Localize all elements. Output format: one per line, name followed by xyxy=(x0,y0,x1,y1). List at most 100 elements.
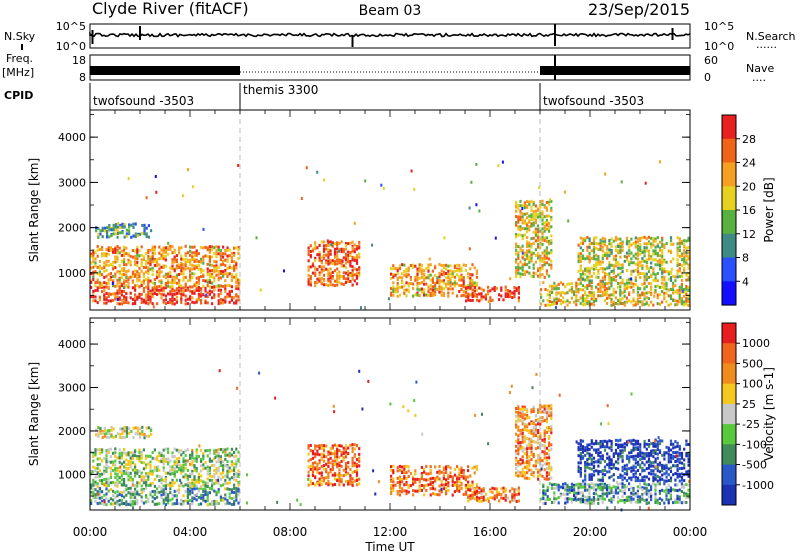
heatmap-cell xyxy=(403,476,406,480)
heatmap-cell xyxy=(515,209,518,213)
heatmap-cell xyxy=(586,302,589,306)
heatmap-cell xyxy=(116,235,119,239)
heatmap-cell xyxy=(333,477,337,481)
heatmap-cell xyxy=(621,465,624,469)
heatmap-cell xyxy=(625,440,629,444)
heatmap-cell xyxy=(120,498,123,502)
heatmap-cell xyxy=(182,494,185,498)
heatmap-cell xyxy=(309,444,312,447)
heatmap-cell xyxy=(643,291,646,295)
heatmap-cell xyxy=(537,242,540,246)
heatmap-cell xyxy=(517,425,520,429)
heatmap-cell xyxy=(685,239,688,243)
heatmap-cell xyxy=(193,497,196,501)
heatmap-cell xyxy=(610,276,613,280)
heatmap-cell xyxy=(541,235,544,239)
heatmap-cell xyxy=(519,462,522,466)
heatmap-cell xyxy=(577,269,580,273)
heatmap-cell xyxy=(548,300,551,303)
heatmap-cell xyxy=(654,495,657,499)
heatmap-cell xyxy=(500,496,503,500)
heatmap-cell xyxy=(562,282,565,286)
heatmap-cell xyxy=(584,453,587,457)
heatmap-cell xyxy=(603,282,606,286)
heatmap-cell xyxy=(416,267,419,271)
heatmap-cell xyxy=(142,489,145,493)
heatmap-cell xyxy=(193,459,196,463)
heatmap-cell xyxy=(577,252,580,256)
heatmap-cell xyxy=(215,471,218,475)
heatmap-cell xyxy=(623,303,626,307)
heatmap-cell xyxy=(579,278,582,282)
heatmap-cell xyxy=(105,254,108,258)
heatmap-cell xyxy=(105,487,108,491)
heatmap-cell xyxy=(427,478,430,482)
heatmap-cell xyxy=(349,241,352,245)
heatmap-cell xyxy=(195,498,198,502)
heatmap-cell xyxy=(336,444,339,448)
heatmap-cell xyxy=(617,260,620,264)
heatmap-cell xyxy=(96,485,99,489)
heatmap-cell xyxy=(96,457,99,461)
heatmap-cell xyxy=(608,275,611,279)
heatmap-cell xyxy=(117,229,120,233)
heatmap-cell xyxy=(160,254,163,257)
heatmap-cell xyxy=(562,300,565,304)
heatmap-cell xyxy=(661,242,664,246)
heatmap-cell xyxy=(191,272,194,276)
heatmap-cell xyxy=(228,470,231,474)
heatmap-cell xyxy=(680,485,683,489)
heatmap-cell xyxy=(105,298,108,302)
heatmap-cell xyxy=(519,429,522,433)
heatmap-cell xyxy=(178,484,181,488)
heatmap-cell xyxy=(489,296,492,300)
heatmap-cell xyxy=(523,428,526,432)
heatmap-cell xyxy=(545,227,548,231)
heatmap-cell xyxy=(577,489,580,493)
heatmap-cell xyxy=(608,439,611,443)
heatmap-cell xyxy=(467,475,470,479)
heatmap-cell xyxy=(195,457,198,461)
heatmap-cell xyxy=(204,484,207,487)
heatmap-cell xyxy=(158,454,161,458)
heatmap-cell xyxy=(636,500,639,504)
heatmap-cell xyxy=(193,284,196,288)
heatmap-cell xyxy=(237,483,240,487)
heatmap-cell xyxy=(173,302,176,306)
heatmap-cell xyxy=(641,264,644,268)
heatmap-cell xyxy=(464,483,467,487)
heatmap-cell xyxy=(169,292,172,296)
heatmap-cell xyxy=(674,279,677,283)
heatmap-cell xyxy=(534,227,537,231)
heatmap-cell xyxy=(521,234,524,238)
heatmap-cell xyxy=(652,482,655,486)
heatmap-cell xyxy=(338,474,341,478)
heatmap-cell xyxy=(606,245,609,248)
heatmap-cell xyxy=(105,274,108,278)
heatmap-cell xyxy=(614,258,618,262)
heatmap-cell xyxy=(420,472,423,475)
heatmap-cell xyxy=(619,482,622,486)
heatmap-cell xyxy=(517,441,520,445)
heatmap-cell xyxy=(169,484,172,488)
heatmap-cell xyxy=(625,278,629,282)
heatmap-cell xyxy=(608,261,611,265)
heatmap-cell xyxy=(314,267,317,271)
heatmap-cell xyxy=(349,474,352,478)
heatmap-cell xyxy=(222,255,225,259)
heatmap-cell xyxy=(478,292,481,296)
heatmap-cell xyxy=(523,258,526,262)
heatmap-cell xyxy=(390,474,393,478)
heatmap-cell xyxy=(125,276,128,280)
heatmap-cell xyxy=(523,476,526,480)
heatmap-cell xyxy=(320,259,323,263)
heatmap-cell xyxy=(184,264,187,268)
heatmap-cell xyxy=(672,291,675,295)
heatmap-cell xyxy=(109,246,112,250)
heatmap-cell xyxy=(592,501,595,505)
heatmap-cell xyxy=(105,458,108,461)
heatmap-cell xyxy=(619,438,622,442)
heatmap-cell xyxy=(515,458,518,462)
heatmap-cell xyxy=(105,248,108,251)
heatmap-cell xyxy=(193,257,196,261)
